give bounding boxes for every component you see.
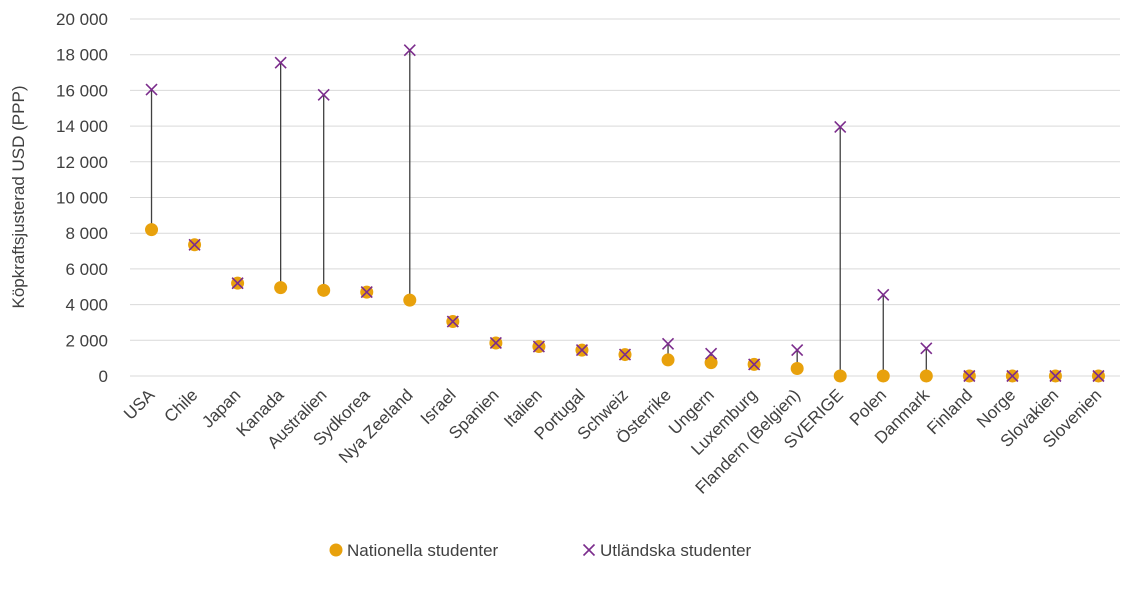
marker-x-stroke [274,56,287,69]
y-tick-label: 20 000 [56,10,108,29]
y-tick-label: 14 000 [56,117,108,136]
y-axis-title: Köpkraftsjusterad USD (PPP) [9,86,28,309]
marker-utlandska [446,315,459,328]
y-tick-label: 4 000 [65,296,108,315]
marker-utlandska [705,347,718,360]
connector-lines [150,50,927,376]
y-tick-label: 8 000 [65,224,108,243]
marker-x-stroke [532,340,545,353]
marker-x-stroke [231,277,244,290]
marker-utlandska [791,344,804,357]
marker-utlandska [532,340,545,353]
marker-nationella [317,283,331,297]
marker-nationella [833,369,847,383]
marker-utlandska [963,369,976,383]
marker-x-stroke [1092,369,1105,383]
y-axis-ticks: 0 2 000 4 000 6 000 8 000 10 000 12 000 14 000 1… [56,10,108,386]
marker-nationella [661,353,675,367]
marker-x-stroke [188,238,201,251]
marker-x-stroke [791,344,804,357]
marker-x-stroke [618,348,632,361]
marker-utlandska [188,238,201,251]
marker-utlandska [1092,369,1105,383]
marker-utlandska [274,56,287,69]
y-tick-label: 16 000 [56,81,108,100]
marker-x-stroke [963,369,976,383]
marker-nationella [790,362,804,376]
marker-utlandska [877,288,890,301]
marker-utlandska [834,120,847,134]
x-tick-label: Chile [161,385,202,426]
y-tick-label: 10 000 [56,189,108,208]
marker-x-stroke [877,288,890,301]
marker-utlandska [661,337,675,350]
marker-x-stroke [403,44,416,57]
marker-utlandska [360,286,373,299]
marker-utlandska [231,277,244,290]
gridlines [130,18,1120,377]
marker-utlandska [920,342,933,355]
marker-nationella [704,356,718,370]
marker-utlandska [618,348,632,361]
marker-utlandska [575,344,589,357]
marker-x-stroke [1006,369,1019,383]
y-tick-label: 18 000 [56,46,108,65]
marker-x-stroke [575,344,589,357]
legend-label-utlandska: Utländska studenter [600,541,752,560]
x-tick-label: Finland [923,385,976,438]
marker-nationella [145,223,159,237]
marker-x-stroke [360,286,373,299]
y-tick-label: 2 000 [65,331,108,350]
marker-x-stroke [705,347,718,360]
marker-nationella [919,369,933,383]
marker-x-stroke [748,358,761,371]
marker-x-stroke [489,336,502,350]
marker-nationella [274,281,288,295]
y-tick-label: 6 000 [65,260,108,279]
marker-x-stroke [582,543,596,557]
data-markers [145,44,1105,383]
marker-x-stroke [145,83,158,96]
marker-x-stroke [920,342,933,355]
marker-utlandska [403,44,416,57]
legend: Nationella studenter Utländska studenter [329,541,752,560]
marker-utlandska [489,336,502,350]
marker-nationella [876,369,890,383]
y-tick-label: 12 000 [56,153,108,172]
marker-utlandska [1006,369,1019,383]
x-tick-label: USA [120,385,159,424]
x-axis-ticks: USA ChileJapanKanadaAustralienSydkoreaNya… [120,385,1105,498]
y-tick-label: 0 [99,367,108,386]
marker-x-stroke [1049,369,1062,383]
marker-x-stroke [317,88,330,101]
marker-utlandska [748,358,761,371]
legend-marker-nationella [329,543,343,557]
marker-x-stroke [446,315,459,328]
marker-x-stroke [834,120,847,134]
marker-x-stroke [661,337,675,350]
marker-nationella [403,293,417,307]
marker-utlandska [1049,369,1062,383]
marker-utlandska [145,83,158,96]
marker-utlandska [317,88,330,101]
legend-label-nationella: Nationella studenter [347,541,499,560]
legend-marker-utlandska [582,543,596,557]
